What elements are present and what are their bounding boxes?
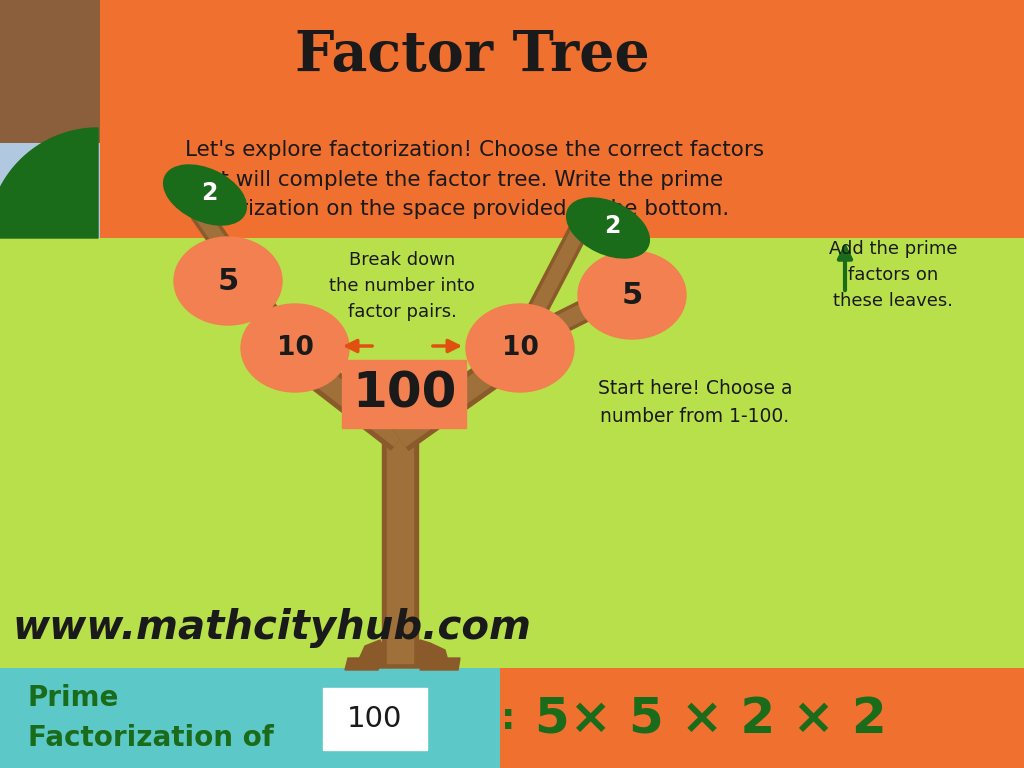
Polygon shape: [284, 345, 407, 446]
Polygon shape: [281, 341, 410, 450]
Bar: [0, 0, 100, 148]
Text: Let's explore factorization! Choose the correct factors
that will complete the f: Let's explore factorization! Choose the …: [185, 140, 764, 219]
Ellipse shape: [174, 237, 282, 325]
Bar: [0, 238, 1024, 668]
Text: Start here! Choose a
number from 1-100.: Start here! Choose a number from 1-100.: [598, 379, 793, 426]
Bar: [0, 143, 100, 238]
Text: 10: 10: [276, 335, 313, 361]
Polygon shape: [382, 413, 418, 663]
Ellipse shape: [164, 165, 247, 225]
Text: 5: 5: [622, 280, 643, 310]
Polygon shape: [514, 225, 586, 346]
Polygon shape: [420, 658, 460, 670]
Text: :: :: [501, 702, 515, 736]
Text: Prime
Factorization of: Prime Factorization of: [28, 684, 273, 752]
Polygon shape: [191, 207, 298, 349]
Text: www.mathcityhub.com: www.mathcityhub.com: [12, 608, 531, 648]
Polygon shape: [355, 640, 450, 668]
Ellipse shape: [578, 251, 686, 339]
Bar: [0, 0, 1024, 238]
Bar: [0, 668, 500, 768]
Polygon shape: [391, 341, 528, 450]
Text: 2: 2: [201, 181, 217, 205]
Text: Factor Tree: Factor Tree: [295, 28, 650, 84]
Text: 100: 100: [347, 705, 402, 733]
Polygon shape: [195, 210, 295, 346]
Polygon shape: [394, 345, 525, 446]
Text: 10: 10: [502, 335, 539, 361]
Polygon shape: [387, 413, 413, 663]
Polygon shape: [0, 128, 98, 238]
Text: 5: 5: [217, 266, 239, 296]
Text: 2: 2: [604, 214, 621, 238]
FancyBboxPatch shape: [323, 688, 427, 750]
Text: 100: 100: [352, 370, 456, 418]
Ellipse shape: [566, 198, 649, 258]
Polygon shape: [220, 273, 295, 349]
Polygon shape: [517, 286, 624, 349]
Text: 5× 5 × 2 × 2: 5× 5 × 2 × 2: [535, 695, 887, 743]
Ellipse shape: [466, 304, 574, 392]
Polygon shape: [345, 658, 382, 670]
Polygon shape: [515, 283, 625, 353]
Text: Add the prime
factors on
these leaves.: Add the prime factors on these leaves.: [828, 240, 957, 310]
Ellipse shape: [241, 304, 349, 392]
FancyBboxPatch shape: [342, 360, 466, 428]
Bar: [500, 668, 1024, 768]
Polygon shape: [511, 223, 589, 348]
Polygon shape: [217, 270, 298, 351]
Text: Break down
the number into
factor pairs.: Break down the number into factor pairs.: [329, 250, 475, 321]
